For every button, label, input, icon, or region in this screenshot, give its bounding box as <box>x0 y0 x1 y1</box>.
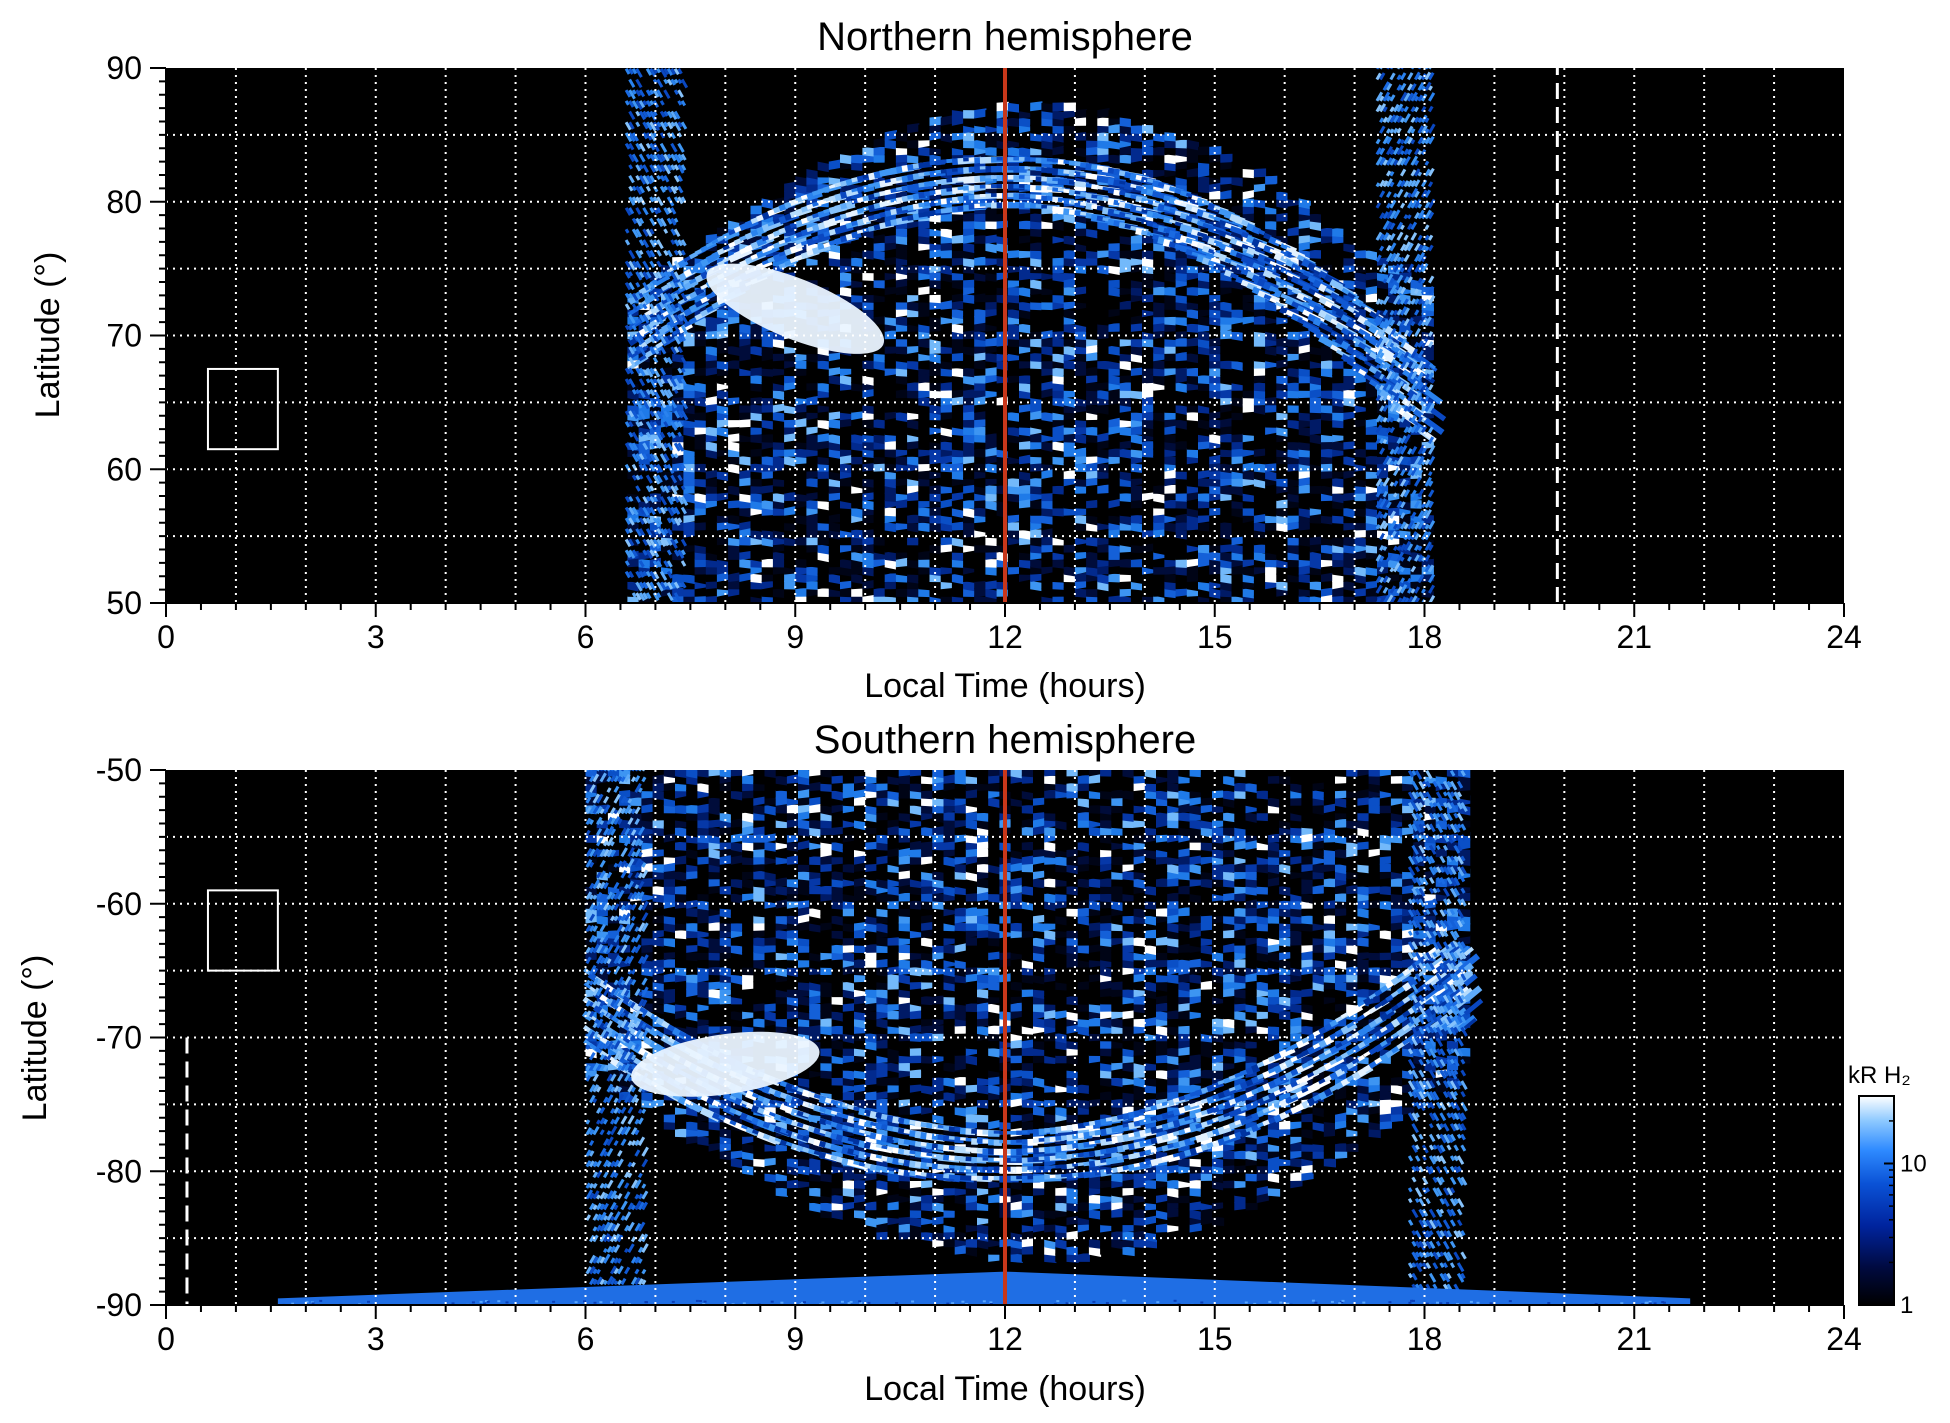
north-auroral-data <box>624 68 1447 603</box>
south-y-tick-label: -80 <box>96 1153 142 1189</box>
south-y-tick-label: -50 <box>96 752 142 788</box>
north-x-tick-label: 24 <box>1826 619 1862 655</box>
south-y-tick-label: -60 <box>96 886 142 922</box>
south-x-axis-label: Local Time (hours) <box>864 1370 1146 1408</box>
south-grid <box>166 770 1844 1305</box>
north-axes: 0 3 6 9 12 15 18 21 24 50 60 70 80 90 <box>106 50 1861 655</box>
colorbar-tick-label: 1 <box>1900 1292 1913 1319</box>
south-auroral-data <box>277 770 1691 1305</box>
north-x-tick-label: 18 <box>1407 619 1443 655</box>
north-x-tick-label: 21 <box>1616 619 1652 655</box>
north-reference-box <box>206 367 279 451</box>
north-overlays <box>206 68 1559 603</box>
south-panel: Southern hemisphere 0 3 6 9 12 15 18 21 24 -50 -60… <box>16 718 1862 1408</box>
south-x-tick-label: 21 <box>1616 1321 1652 1357</box>
south-y-axis-label: Latitude (°) <box>16 955 54 1122</box>
north-grid <box>166 68 1844 603</box>
south-axes: 0 3 6 9 12 15 18 21 24 -50 -60 -70 -80 -90 <box>96 752 1862 1357</box>
south-x-tick-label: 12 <box>987 1321 1023 1357</box>
north-x-tick-label: 12 <box>987 619 1023 655</box>
north-y-tick-label: 60 <box>106 451 142 487</box>
north-panel: Northern hemisphere 0 3 6 9 12 15 18 21 24 50 60 70… <box>29 15 1862 705</box>
south-reference-box <box>206 889 279 972</box>
north-y-tick-label: 90 <box>106 50 142 86</box>
north-y-tick-label: 80 <box>106 184 142 220</box>
north-x-axis-label: Local Time (hours) <box>864 667 1146 705</box>
south-x-tick-label: 0 <box>157 1321 175 1357</box>
north-title: Northern hemisphere <box>817 15 1193 59</box>
north-x-tick-label: 9 <box>786 619 804 655</box>
colorbar-gradient <box>1858 1095 1895 1306</box>
north-y-tick-label: 70 <box>106 318 142 354</box>
north-y-axis-label: Latitude (°) <box>29 252 67 419</box>
south-x-tick-label: 24 <box>1826 1321 1862 1357</box>
south-overlays <box>185 770 1007 1305</box>
south-y-tick-label: -90 <box>96 1287 142 1323</box>
colorbar: kR H₂ 1 10 <box>1848 1062 1927 1319</box>
north-y-tick-label: 50 <box>106 585 142 621</box>
north-x-tick-label: 0 <box>157 619 175 655</box>
colorbar-tick-label: 10 <box>1900 1151 1927 1178</box>
south-x-tick-label: 18 <box>1407 1321 1443 1357</box>
south-y-tick-label: -70 <box>96 1020 142 1056</box>
north-x-tick-label: 3 <box>367 619 385 655</box>
colorbar-ticks: 1 10 <box>1884 1095 1927 1319</box>
north-x-tick-label: 6 <box>577 619 595 655</box>
north-x-tick-label: 15 <box>1197 619 1233 655</box>
south-x-tick-label: 15 <box>1197 1321 1233 1357</box>
south-x-tick-label: 3 <box>367 1321 385 1357</box>
south-x-tick-label: 9 <box>786 1321 804 1357</box>
south-x-tick-label: 6 <box>577 1321 595 1357</box>
south-title: Southern hemisphere <box>814 718 1196 762</box>
colorbar-label: kR H₂ <box>1848 1062 1911 1089</box>
